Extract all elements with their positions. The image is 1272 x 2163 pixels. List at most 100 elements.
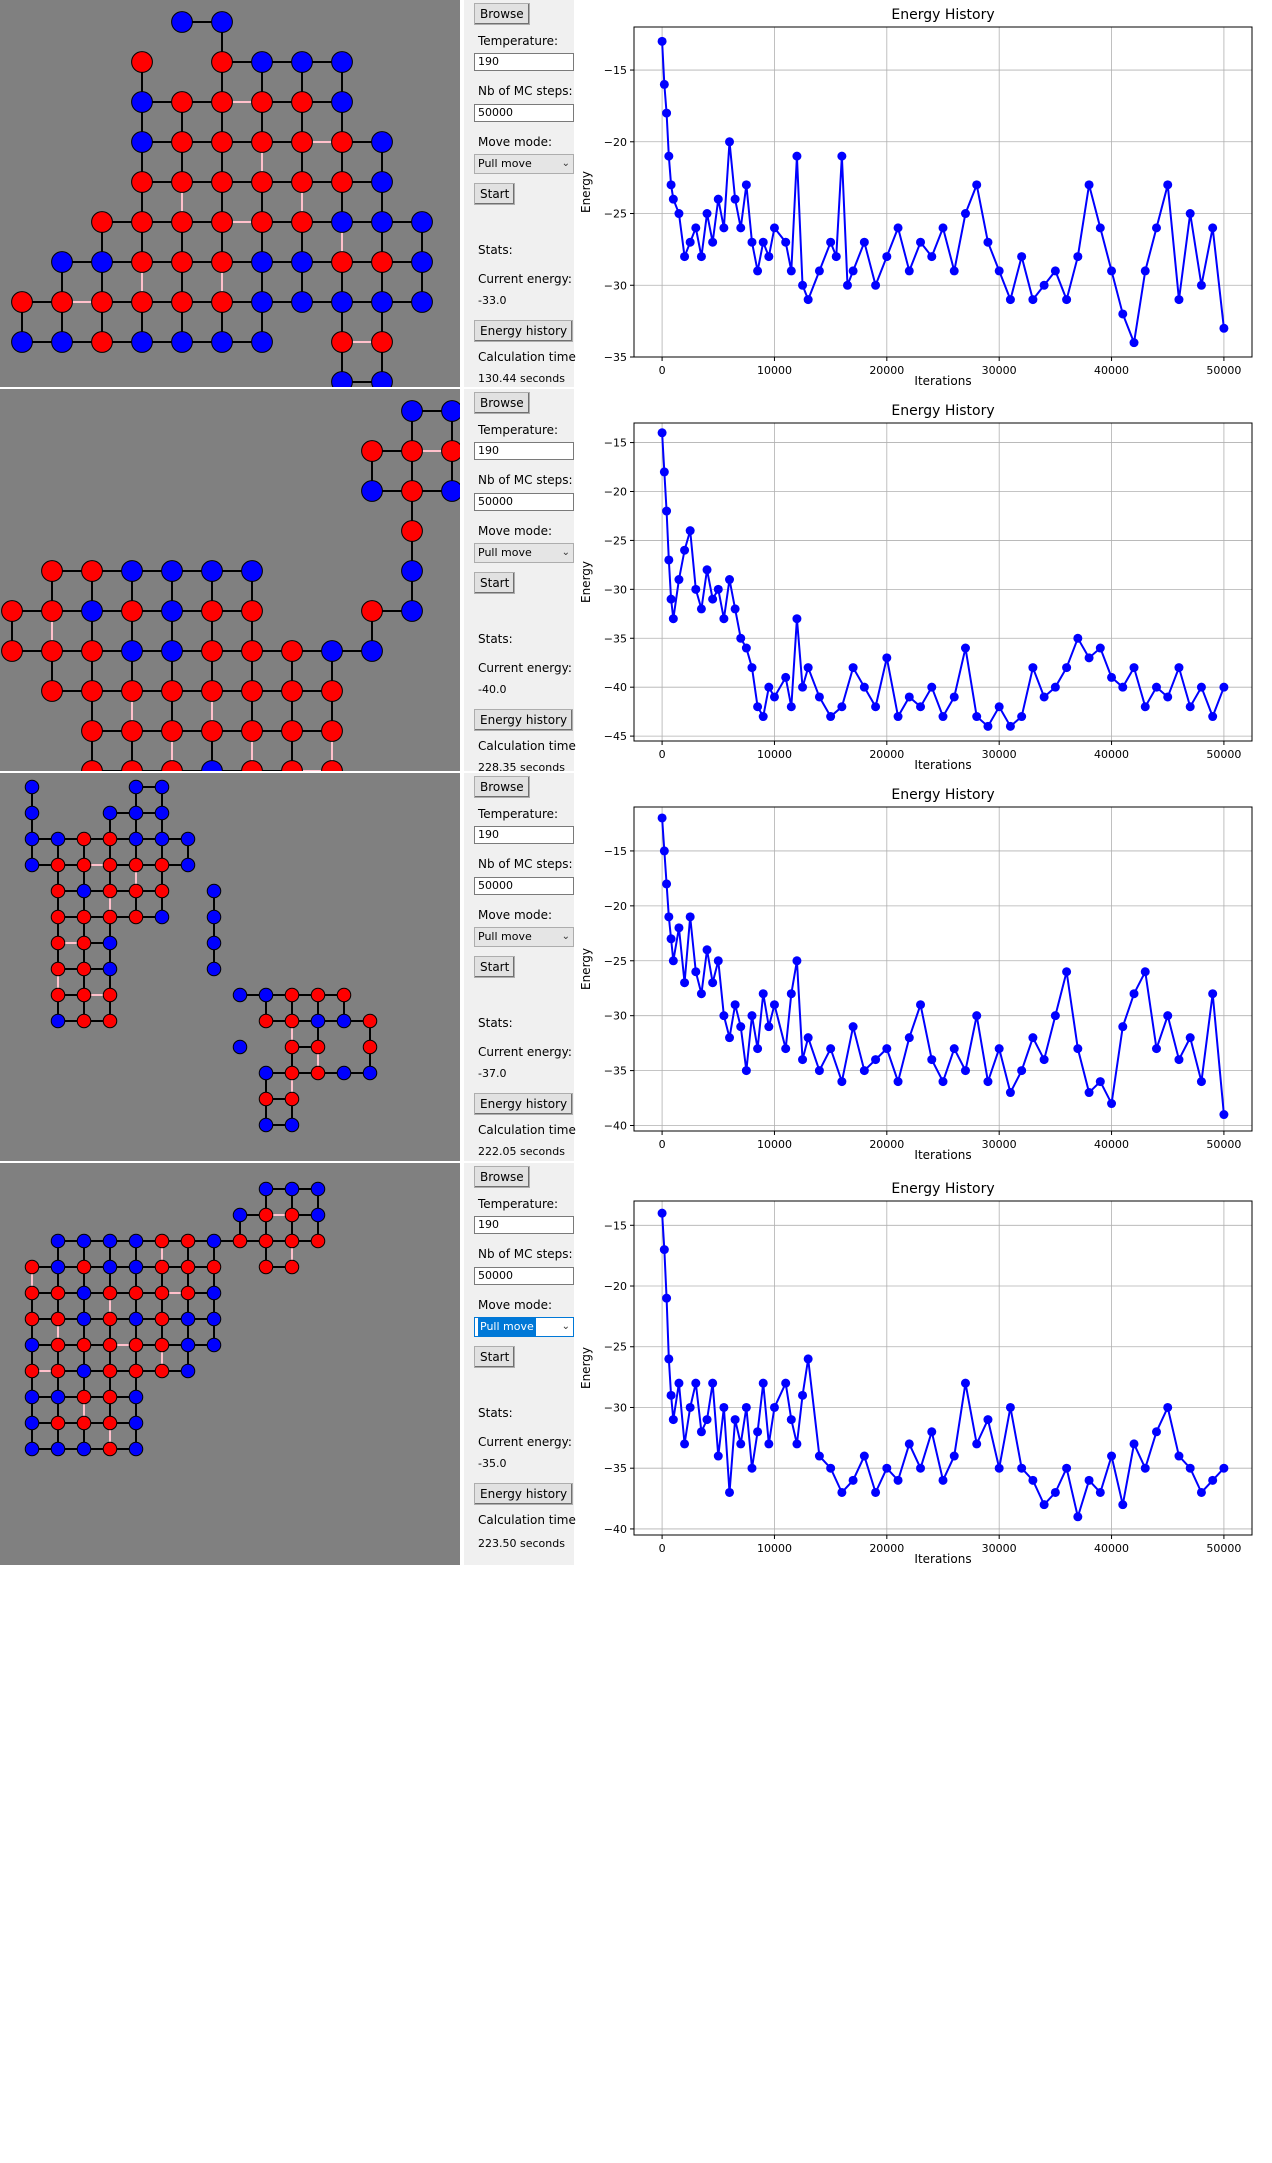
polar-residue: [211, 11, 233, 33]
calc-time-value: 223.50 seconds: [478, 1537, 565, 1550]
energy-point: [1028, 663, 1038, 673]
polar-residue: [310, 1207, 326, 1223]
polar-residue: [232, 987, 248, 1003]
hydrophobic-residue: [331, 171, 353, 193]
energy-point: [1084, 653, 1094, 663]
control-panel: Browse Temperature: 190 Nb of MC steps: …: [464, 389, 580, 774]
y-tick-label: −25: [604, 1341, 627, 1354]
energy-history-button[interactable]: Energy history: [474, 709, 574, 731]
simulation-panel-1: Browse Temperature: 190 Nb of MC steps: …: [0, 0, 1272, 387]
energy-history-chart: Energy History 0 10000 20000 30000 40000 50000…: [576, 773, 1272, 1161]
temperature-input[interactable]: 190: [474, 826, 574, 844]
energy-point: [1107, 1099, 1117, 1109]
move-mode-label: Move mode:: [478, 908, 553, 922]
energy-point: [1005, 721, 1015, 731]
hydrophobic-residue: [76, 987, 92, 1003]
steps-input[interactable]: 50000: [474, 493, 574, 511]
x-tick-label: 0: [659, 1542, 666, 1555]
browse-button[interactable]: Browse: [474, 776, 530, 798]
energy-point: [741, 1066, 751, 1076]
hydrophobic-residue: [81, 560, 103, 582]
energy-point: [696, 1427, 706, 1437]
hydrophobic-residue: [128, 1337, 144, 1353]
energy-point: [747, 237, 757, 247]
energy-point: [1107, 1451, 1117, 1461]
steps-input[interactable]: 50000: [474, 1267, 574, 1285]
hydrophobic-residue: [371, 251, 393, 273]
hydrophobic-residue: [211, 131, 233, 153]
start-button[interactable]: Start: [474, 956, 516, 978]
calc-time-value: 228.35 seconds: [478, 761, 565, 774]
y-tick-label: −40: [604, 1120, 627, 1133]
energy-point: [1219, 323, 1229, 333]
energy-point: [1095, 643, 1105, 653]
hydrophobic-residue: [121, 600, 143, 622]
move-mode-select[interactable]: Pull move ⌄: [474, 543, 574, 563]
browse-button[interactable]: Browse: [474, 3, 530, 25]
polar-residue: [371, 371, 393, 387]
energy-point: [814, 266, 824, 276]
hydrophobic-residue: [362, 1013, 378, 1029]
polar-residue: [331, 371, 353, 387]
steps-input[interactable]: 50000: [474, 104, 574, 122]
energy-point: [685, 526, 695, 536]
y-tick-label: −35: [604, 1462, 627, 1475]
hydrophobic-residue: [76, 1259, 92, 1275]
polar-residue: [76, 1363, 92, 1379]
energy-point: [674, 923, 684, 933]
y-tick-label: −35: [604, 351, 627, 364]
energy-history-button[interactable]: Energy history: [474, 1483, 574, 1505]
browse-button[interactable]: Browse: [474, 392, 530, 414]
energy-point: [1151, 223, 1161, 233]
energy-point: [702, 945, 712, 955]
temperature-input[interactable]: 190: [474, 53, 574, 71]
hydrophobic-residue: [291, 131, 313, 153]
energy-point: [1174, 1055, 1184, 1065]
steps-label: Nb of MC steps:: [478, 857, 573, 871]
steps-label: Nb of MC steps:: [478, 473, 573, 487]
hydrophobic-residue: [76, 831, 92, 847]
polar-residue: [361, 640, 383, 662]
energy-history-button[interactable]: Energy history: [474, 1093, 574, 1115]
simulation-panel-2: Browse Temperature: 190 Nb of MC steps: …: [0, 389, 1272, 774]
hydrophobic-residue: [251, 91, 273, 113]
energy-point: [764, 1022, 774, 1032]
hydrophobic-residue: [310, 1065, 326, 1081]
hydrophobic-residue: [102, 987, 118, 1003]
hydrophobic-residue: [441, 440, 460, 462]
hydrophobic-residue: [154, 1259, 170, 1275]
move-mode-label: Move mode:: [478, 135, 553, 149]
hydrophobic-residue: [154, 1311, 170, 1327]
energy-chart-svg: Energy History 0 10000 20000 30000 40000 50000…: [579, 1181, 1253, 1565]
energy-point: [666, 594, 676, 604]
energy-history-button[interactable]: Energy history: [474, 320, 574, 342]
temperature-input[interactable]: 190: [474, 1216, 574, 1234]
polar-residue: [401, 560, 423, 582]
hydrophobic-residue: [131, 171, 153, 193]
energy-point: [994, 1463, 1004, 1473]
stats-label: Stats:: [478, 1406, 513, 1420]
energy-point: [685, 1402, 695, 1412]
temperature-input[interactable]: 190: [474, 442, 574, 460]
x-tick-label: 10000: [757, 1542, 792, 1555]
energy-point: [983, 721, 993, 731]
start-button[interactable]: Start: [474, 572, 516, 594]
hydrophobic-residue: [284, 1233, 300, 1249]
protein-lattice-view: [24, 779, 378, 1133]
energy-point: [769, 692, 779, 702]
energy-point: [1062, 967, 1072, 977]
move-mode-select[interactable]: Pull move ⌄: [474, 927, 574, 947]
browse-button[interactable]: Browse: [474, 1166, 530, 1188]
move-mode-select[interactable]: Pull move ⌄: [474, 1317, 574, 1337]
steps-input[interactable]: 50000: [474, 877, 574, 895]
hydrophobic-residue: [128, 909, 144, 925]
start-button[interactable]: Start: [474, 183, 516, 205]
energy-point: [831, 252, 841, 262]
energy-point: [1129, 338, 1139, 348]
bonds: [31, 1188, 319, 1450]
start-button[interactable]: Start: [474, 1346, 516, 1368]
move-mode-select[interactable]: Pull move ⌄: [474, 154, 574, 174]
energy-point: [848, 266, 858, 276]
energy-point: [702, 209, 712, 219]
polar-residue: [128, 1259, 144, 1275]
